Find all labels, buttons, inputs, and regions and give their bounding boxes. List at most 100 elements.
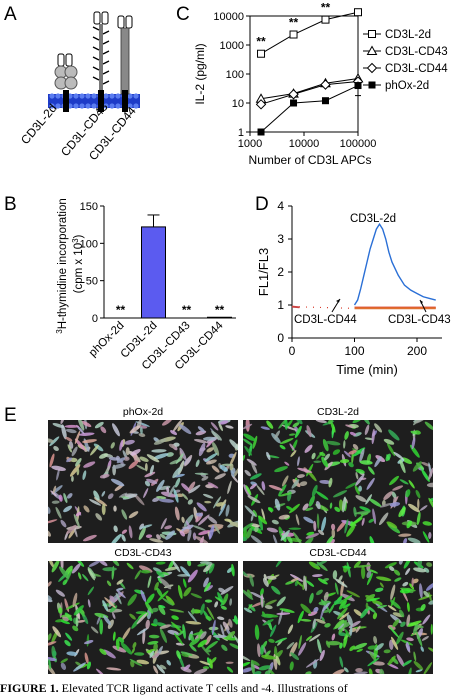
cell xyxy=(411,437,416,450)
cell xyxy=(94,421,104,429)
cell xyxy=(131,616,142,629)
cell xyxy=(256,485,265,496)
cell xyxy=(316,513,320,529)
cell xyxy=(252,435,258,449)
cell xyxy=(78,432,95,436)
cell xyxy=(308,495,315,507)
cell xyxy=(386,521,398,529)
marker-square-open xyxy=(257,49,266,58)
cell xyxy=(148,634,160,639)
cell xyxy=(312,618,316,629)
cell xyxy=(364,437,374,441)
cell xyxy=(88,561,101,567)
cell xyxy=(208,563,215,574)
cell xyxy=(149,650,155,658)
cell xyxy=(274,498,281,511)
cell xyxy=(113,525,118,533)
cell xyxy=(426,562,433,567)
cell xyxy=(246,589,253,598)
cell xyxy=(289,661,294,671)
cell xyxy=(395,631,404,645)
cell xyxy=(322,609,332,613)
cell xyxy=(210,422,219,431)
cell xyxy=(332,449,341,455)
cell xyxy=(158,604,166,616)
cell xyxy=(61,424,67,440)
cell xyxy=(198,442,206,457)
cell xyxy=(72,625,79,632)
cell xyxy=(138,526,146,541)
cell xyxy=(267,507,274,512)
cell xyxy=(205,634,212,646)
cell xyxy=(183,586,192,597)
cell xyxy=(421,461,431,467)
cell xyxy=(407,620,422,627)
series-CD3L-2d: CD3L-2d xyxy=(257,8,431,58)
cell xyxy=(48,561,54,568)
cell xyxy=(211,465,220,473)
cell xyxy=(403,538,408,543)
cell xyxy=(392,612,404,618)
cell xyxy=(355,564,372,568)
significance-label: ** xyxy=(321,1,331,15)
significance-label: *** xyxy=(351,0,365,7)
marker-diamond-open xyxy=(288,89,299,100)
cell xyxy=(317,529,325,536)
cell xyxy=(156,571,165,578)
cell xyxy=(182,578,187,588)
cell xyxy=(245,420,250,432)
cell xyxy=(252,509,258,518)
cell xyxy=(60,662,67,670)
cell xyxy=(243,423,253,430)
cell xyxy=(82,574,89,582)
cell xyxy=(331,528,336,539)
cell xyxy=(243,589,254,600)
cell xyxy=(48,581,52,587)
cell xyxy=(385,453,391,462)
cell xyxy=(181,516,185,523)
cell xyxy=(99,618,104,635)
cell xyxy=(379,668,385,674)
cell xyxy=(300,618,312,622)
marker-square-open xyxy=(354,8,362,17)
cell xyxy=(339,459,350,464)
cell xyxy=(296,474,305,479)
figure-caption: FIGURE 1. Elevated TCR ligand activate T… xyxy=(0,681,348,696)
cell xyxy=(152,567,162,573)
cell xyxy=(342,603,351,609)
chart-d-calcium: 0 1 2 3 4 0 100 200 Time (min) FL1/FL3 CD3L-2d CD3L… xyxy=(256,199,451,377)
cell xyxy=(344,519,349,534)
cell xyxy=(162,597,174,606)
annotation-cd3l-2d: CD3L-2d xyxy=(350,213,396,225)
cell xyxy=(305,671,312,674)
cell xyxy=(268,638,275,643)
cell xyxy=(348,462,354,468)
cell xyxy=(50,490,57,497)
cell xyxy=(407,667,412,674)
cell xyxy=(48,438,54,443)
cell xyxy=(305,507,314,511)
cell xyxy=(275,655,281,666)
cell xyxy=(176,650,182,660)
cell xyxy=(388,429,400,441)
cell xyxy=(229,522,238,527)
cell xyxy=(187,611,197,623)
cell xyxy=(247,603,253,610)
cell xyxy=(199,643,210,656)
cell xyxy=(249,575,254,587)
cell xyxy=(177,584,183,599)
cell xyxy=(159,605,166,609)
cell xyxy=(161,571,169,576)
cell xyxy=(173,632,184,645)
cell xyxy=(87,568,96,581)
cell xyxy=(136,659,150,665)
cell xyxy=(396,653,405,667)
cell xyxy=(332,570,338,580)
cell xyxy=(389,566,395,572)
cell xyxy=(185,620,202,625)
cell xyxy=(368,668,373,674)
cell xyxy=(406,614,411,627)
cell xyxy=(62,579,68,586)
cell xyxy=(243,607,253,613)
cell xyxy=(64,598,70,613)
